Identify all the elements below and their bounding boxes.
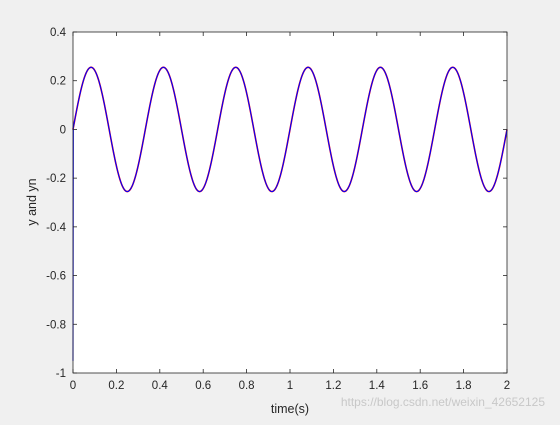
y-tick-label: -1 [56, 368, 66, 380]
y-tick-label: 0 [60, 124, 66, 136]
x-axis-ticks: 0 0.2 0.4 0.6 0.8 1 1.2 1.4 1.6 1.8 2 [70, 32, 510, 392]
watermark: https://blog.csdn.net/weixin_42652125 [341, 395, 545, 409]
y-axis-label: y and yn [25, 178, 39, 225]
series-blue-path [72, 66, 508, 361]
x-tick-label: 1 [287, 380, 293, 392]
x-tick-label: 1.2 [325, 380, 341, 392]
x-tick-label: 0 [70, 380, 76, 392]
x-tick-label: 0.8 [239, 380, 255, 392]
series-blue-line [72, 66, 508, 361]
x-tick-label: 1.6 [412, 380, 428, 392]
y-tick-label: -0.2 [46, 173, 66, 185]
y-tick-label: -0.8 [46, 319, 66, 331]
x-tick-label: 0.6 [195, 380, 211, 392]
x-axis-label: time(s) [271, 402, 309, 416]
x-tick-label: 2 [504, 380, 510, 392]
y-axis-ticks: 0.4 0.2 0 -0.2 -0.4 -0.6 -0.8 -1 [46, 27, 507, 380]
x-tick-label: 0.4 [152, 380, 169, 392]
y-tick-label: -0.6 [46, 271, 66, 283]
plot-area [73, 32, 507, 373]
x-tick-label: 0.2 [108, 380, 124, 392]
y-tick-label: 0.4 [50, 27, 67, 39]
y-tick-label: 0.2 [50, 76, 66, 88]
y-tick-label: -0.4 [46, 222, 66, 234]
x-tick-label: 1.4 [369, 380, 386, 392]
x-tick-label: 1.8 [456, 380, 472, 392]
